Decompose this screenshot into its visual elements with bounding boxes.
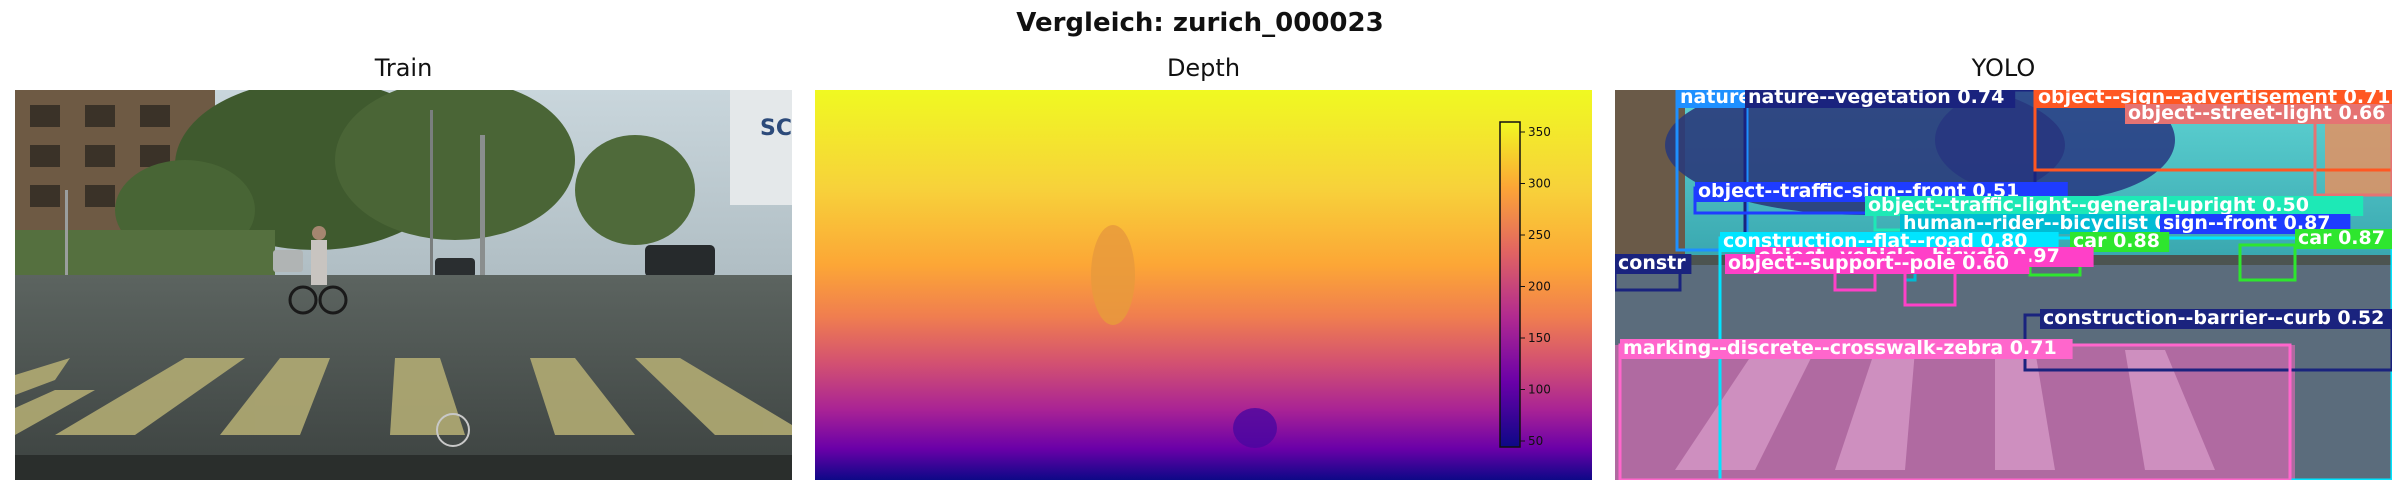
depth-colorbar: 350 300 250 200 150 100 50 — [1499, 121, 1551, 448]
detection-label: car 0.88 — [2073, 230, 2160, 252]
detection-label: construction--barrier--curb 0.52 — [2043, 307, 2384, 329]
building-right — [730, 90, 792, 205]
depth-map: 350 300 250 200 150 100 50 — [815, 90, 1592, 480]
hood-emblem — [436, 413, 470, 447]
detection-label-bg — [1745, 90, 2016, 108]
crosswalk — [15, 358, 792, 435]
colorbar-tick-label: 200 — [1528, 280, 1551, 294]
detection-label-bg — [1900, 214, 2228, 234]
train-image: SC — [15, 90, 792, 480]
detection-label: marking--discrete--crosswalk-zebra 0.71 — [1623, 337, 2057, 359]
detection-label-bg — [1865, 196, 2364, 216]
colorbar-tick-label: 100 — [1528, 383, 1551, 397]
detection-label: nature — [1680, 90, 1751, 108]
detection-label-bg — [1677, 90, 1754, 108]
detection-label: object--traffic-light--general-upright 0… — [1868, 194, 2309, 216]
detection-label-bg — [1615, 254, 1692, 274]
car — [645, 245, 715, 277]
detection-label: construction--flat--road 0.80 — [1723, 230, 2027, 252]
colorbar-tick-label: 350 — [1528, 125, 1551, 139]
detection-label: object--street-light 0.66 — [2128, 102, 2385, 124]
detection-label-bg — [2295, 229, 2392, 249]
cyclist — [288, 226, 348, 315]
colorbar-tick-label: 300 — [1528, 177, 1551, 191]
yolo-image: nature nature--vegetation 0.74 object--sig… — [1615, 90, 2392, 480]
detection-label: car 0.87 — [2298, 227, 2385, 249]
detection-label-bg — [2070, 232, 2170, 252]
detection-label: nature--vegetation 0.74 — [1748, 90, 2004, 108]
panel-title-train: Train — [374, 54, 433, 82]
colorbar-tick-label: 250 — [1528, 228, 1551, 242]
detection-label: human--rider--bicyclist 0.90 — [1903, 212, 2201, 234]
panel-title-depth: Depth — [1166, 54, 1241, 82]
svg-text:SC: SC — [760, 116, 792, 141]
depth-field — [815, 90, 1592, 480]
detection-label: sign--front 0.87 — [2163, 212, 2331, 234]
detection-label-bg — [1725, 254, 2030, 274]
depth-cyclist-blob — [1091, 225, 1135, 325]
colorbar-tick-label: 50 — [1528, 434, 1543, 448]
panel-title-yolo: YOLO — [1971, 54, 2036, 82]
detection-label-bg — [1620, 339, 2073, 359]
detection-label: constr — [1618, 252, 1686, 274]
detection-label: object--sign--advertisement 0.71 — [2038, 90, 2391, 108]
detection-label: object--support--pole 0.60 — [1728, 252, 2009, 274]
detection-label-bg — [2125, 104, 2392, 124]
detection-label-bg — [2035, 90, 2392, 108]
colorbar-tick-label: 150 — [1528, 331, 1551, 345]
figure-title: Vergleich: zurich_000023 — [1016, 8, 1384, 38]
pole — [480, 135, 485, 285]
detection-label-bg — [2040, 309, 2392, 329]
